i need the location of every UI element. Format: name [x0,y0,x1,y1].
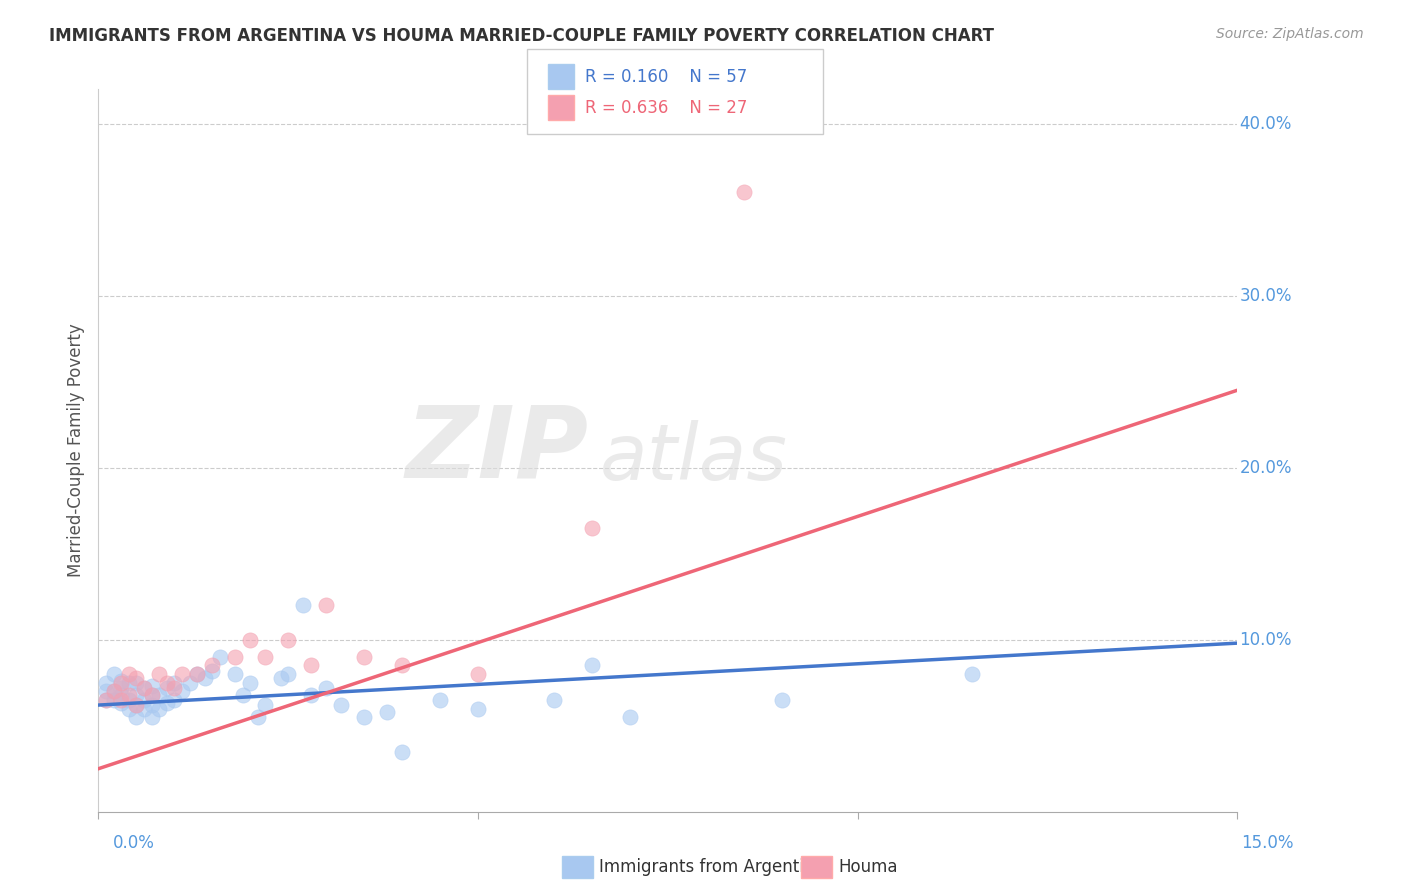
Text: 30.0%: 30.0% [1240,286,1292,305]
Point [125,675,148,690]
Point [125,688,148,702]
Point [770,693,793,707]
Point [467,701,489,715]
Text: ZIP: ZIP [405,402,588,499]
Point [246,710,269,724]
Text: 10.0%: 10.0% [1240,631,1292,648]
Point [141,698,163,712]
Point [94,675,117,690]
Point [148,701,170,715]
Point [581,521,603,535]
Point [170,667,193,681]
Point [132,681,155,695]
Point [186,667,208,681]
Point [125,710,148,724]
Point [619,710,641,724]
Point [186,667,208,681]
Point [125,671,148,685]
Point [353,710,375,724]
Point [103,667,125,681]
Point [299,688,322,702]
Point [103,684,125,698]
Point [330,698,353,712]
Point [141,688,163,702]
Point [118,701,141,715]
Point [118,688,141,702]
Point [270,671,292,685]
Point [224,649,246,664]
Text: IMMIGRANTS FROM ARGENTINA VS HOUMA MARRIED-COUPLE FAMILY POVERTY CORRELATION CHA: IMMIGRANTS FROM ARGENTINA VS HOUMA MARRI… [49,27,994,45]
Point [94,693,117,707]
Point [132,693,155,707]
Point [125,698,148,712]
Point [208,649,231,664]
Point [239,675,262,690]
Point [163,681,186,695]
Point [201,658,224,673]
Point [118,667,141,681]
Point [429,693,451,707]
Point [960,667,983,681]
Point [375,705,398,719]
Point [467,667,489,681]
Point [110,673,132,688]
Point [94,684,117,698]
Point [94,693,117,707]
Text: 20.0%: 20.0% [1240,458,1292,476]
Point [103,693,125,707]
Point [148,688,170,702]
Text: Houma: Houma [838,858,897,876]
Point [132,681,155,695]
Text: Source: ZipAtlas.com: Source: ZipAtlas.com [1216,27,1364,41]
Text: R = 0.636    N = 27: R = 0.636 N = 27 [585,99,747,117]
Point [254,698,277,712]
Point [141,710,163,724]
Point [239,632,262,647]
Y-axis label: Married-Couple Family Poverty: Married-Couple Family Poverty [66,324,84,577]
Point [170,684,193,698]
Point [254,649,277,664]
Point [163,693,186,707]
Point [201,664,224,678]
Point [156,675,179,690]
Point [110,696,132,710]
Point [543,693,565,707]
Point [232,688,254,702]
Point [315,681,337,695]
Text: 15.0%: 15.0% [1241,834,1294,852]
Point [391,658,413,673]
Point [292,599,315,613]
Point [353,649,375,664]
Text: Immigrants from Argentina: Immigrants from Argentina [599,858,824,876]
Point [733,186,755,200]
Point [315,599,337,613]
Point [148,667,170,681]
Point [224,667,246,681]
Text: R = 0.160    N = 57: R = 0.160 N = 57 [585,68,747,86]
Point [118,675,141,690]
Point [277,632,299,647]
Point [156,696,179,710]
Point [110,693,132,707]
Point [194,671,217,685]
Point [132,701,155,715]
Text: 40.0%: 40.0% [1240,114,1292,133]
Point [156,681,179,695]
Point [179,675,201,690]
Point [110,675,132,690]
Point [141,688,163,702]
Point [110,681,132,695]
Point [299,658,322,673]
Point [277,667,299,681]
Point [581,658,603,673]
Point [103,684,125,698]
Point [110,688,132,702]
Point [163,675,186,690]
Text: atlas: atlas [599,419,787,496]
Point [391,744,413,758]
Point [141,679,163,693]
Point [125,698,148,712]
Point [118,693,141,707]
Text: 0.0%: 0.0% [112,834,155,852]
